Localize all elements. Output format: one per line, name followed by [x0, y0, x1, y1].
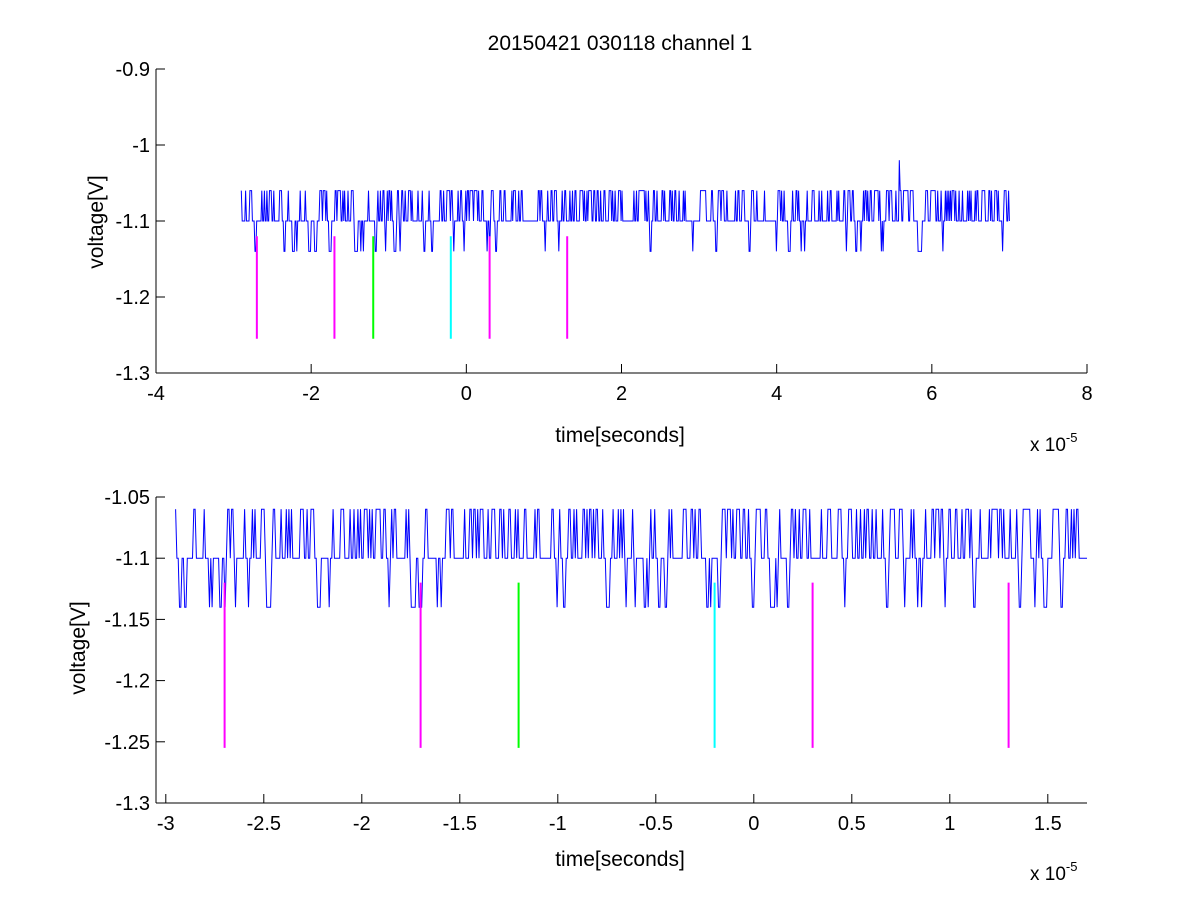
- bottom-y-tick-label: -1.05: [104, 487, 150, 509]
- bottom-x-tick-label: 1.5: [1034, 813, 1062, 835]
- bottom-x-tick-label: -2: [353, 813, 371, 835]
- top-marker-layer: [255, 236, 569, 339]
- bottom-y-tick-label: -1.3: [116, 793, 150, 815]
- bottom-x-axis-label: time[seconds]: [555, 848, 685, 871]
- bottom-y-axis-label: voltage[V]: [67, 601, 90, 694]
- top-x-axis-label: time[seconds]: [555, 424, 685, 447]
- top-y-ticks: -0.9 -1 -1.1 -1.2 -1.3: [116, 59, 165, 385]
- top-y-tick-label: -0.9: [116, 59, 150, 81]
- bottom-x-scale-exponent: -5: [1066, 859, 1078, 874]
- top-voltage-trace: [240, 160, 1010, 252]
- top-x-tick-label: 0: [461, 383, 472, 405]
- top-x-ticks: -4 -2 0 2 4 6 8: [147, 364, 1093, 405]
- bottom-y-tick-label: -1.15: [104, 609, 150, 631]
- top-x-scale-label: x 10-5: [1030, 430, 1077, 456]
- bottom-x-scale-label: x 10-5: [1030, 859, 1077, 885]
- top-x-tick-label: -2: [302, 383, 320, 405]
- bottom-subplot: -3 -2.5 -2 -1.5 -1 -0.5 0 0.5 1 1.5 -1.05 -1.1 -1.1…: [67, 487, 1087, 885]
- top-y-tick-label: -1.1: [116, 211, 150, 233]
- top-y-tick-label: -1.2: [116, 287, 150, 309]
- bottom-x-tick-label: -1.5: [443, 813, 477, 835]
- bottom-x-tick-label: -1: [549, 813, 567, 835]
- bottom-y-tick-label: -1.1: [116, 548, 150, 570]
- bottom-x-tick-label: 0.5: [838, 813, 866, 835]
- bottom-x-tick-label: 1: [944, 813, 955, 835]
- top-x-tick-label: 8: [1081, 383, 1092, 405]
- bottom-series-layer: [175, 508, 1087, 608]
- bottom-y-tick-label: -1.2: [116, 671, 150, 693]
- figure-title: 20150421 030118 channel 1: [488, 32, 753, 55]
- top-subplot: -4 -2 0 2 4 6 8 -0.9 -1 -1.1 -1.2 -1.3 time[second…: [85, 59, 1093, 456]
- top-x-tick-label: 2: [616, 383, 627, 405]
- bottom-x-ticks: -3 -2.5 -2 -1.5 -1 -0.5 0 0.5 1 1.5: [157, 794, 1062, 835]
- top-x-scale-exponent: -5: [1066, 430, 1078, 445]
- bottom-x-tick-label: 0: [748, 813, 759, 835]
- top-x-tick-label: 6: [926, 383, 937, 405]
- bottom-x-tick-label: -0.5: [639, 813, 673, 835]
- top-y-tick-label: -1.3: [116, 363, 150, 385]
- top-y-axis-label: voltage[V]: [85, 175, 108, 268]
- top-series-layer: [240, 160, 1010, 252]
- bottom-y-tick-label: -1.25: [104, 732, 150, 754]
- bottom-x-tick-label: -3: [157, 813, 175, 835]
- top-x-tick-label: -4: [147, 383, 165, 405]
- bottom-x-tick-label: -2.5: [247, 813, 281, 835]
- bottom-y-ticks: -1.05 -1.1 -1.15 -1.2 -1.25 -1.3: [104, 487, 165, 815]
- top-x-tick-label: 4: [771, 383, 782, 405]
- bottom-marker-layer: [223, 582, 1010, 748]
- top-y-tick-label: -1: [132, 135, 150, 157]
- bottom-voltage-trace: [175, 508, 1087, 608]
